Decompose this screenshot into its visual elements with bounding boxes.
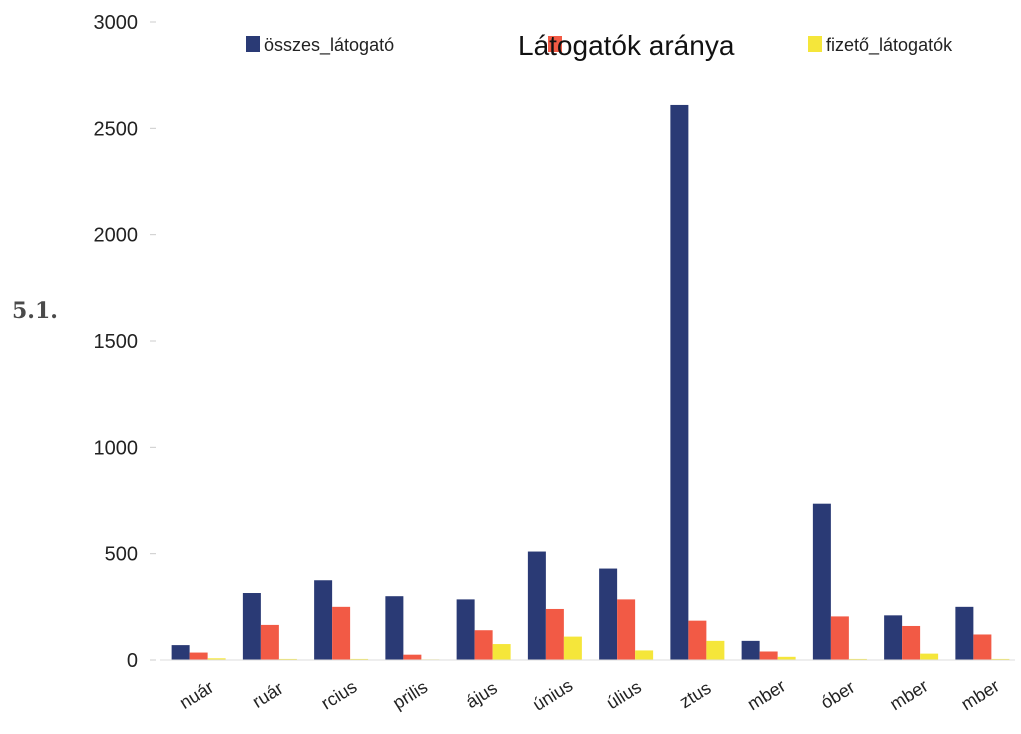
bar-series-3-1 <box>207 658 226 660</box>
bar-series-2-5 <box>474 630 493 660</box>
bar-series-2-4 <box>403 654 422 660</box>
bar-series-2-1 <box>189 652 208 660</box>
y-tick-label: 2500 <box>94 118 139 140</box>
bar-series-2-12 <box>973 634 992 660</box>
bar-series-2-9 <box>759 651 778 660</box>
bar-series-1-6 <box>527 551 546 660</box>
y-tick-label: 2000 <box>94 225 139 247</box>
x-category-label: nuár <box>176 677 217 713</box>
bar-series-3-9 <box>777 656 796 660</box>
bar-series-1-1 <box>171 645 190 660</box>
bar-series-1-7 <box>599 568 618 660</box>
bar-series-3-2 <box>278 658 297 660</box>
legend-label-fizeto-latogatok: fizető_látogatók <box>826 35 953 56</box>
x-category-label: ruár <box>249 678 287 712</box>
chart-title: Látogatók aránya <box>518 30 735 61</box>
y-tick-label: 3000 <box>94 12 139 34</box>
bar-series-3-6 <box>563 636 582 660</box>
bar-series-2-11 <box>902 625 921 660</box>
x-category-label: rcius <box>318 676 361 713</box>
bar-series-1-2 <box>242 593 261 660</box>
bar-series-1-8 <box>670 104 689 660</box>
bar-series-1-9 <box>741 640 760 660</box>
bar-series-2-10 <box>830 616 849 660</box>
legend-label-osszes-latogato: összes_látogató <box>264 35 394 56</box>
y-tick-label: 1500 <box>94 331 139 353</box>
bar-series-2-2 <box>260 624 279 660</box>
bar-series-3-5 <box>492 644 511 660</box>
y-tick-label: 1000 <box>94 437 139 459</box>
y-axis: 0 500 1000 1500 2000 2500 3000 <box>94 12 156 672</box>
x-category-label: ájus <box>462 678 501 712</box>
legend-swatch-osszes-latogato <box>246 36 260 52</box>
bar-series-1-12 <box>955 606 974 660</box>
bar-series-2-6 <box>545 608 564 660</box>
bar-series-1-3 <box>314 580 333 660</box>
bars <box>171 104 1010 660</box>
x-category-label: prilis <box>389 677 431 714</box>
bar-series-3-11 <box>920 653 939 660</box>
bar-series-2-3 <box>332 606 351 660</box>
x-category-label: óber <box>817 677 858 713</box>
x-category-label: mber <box>744 676 789 715</box>
bar-series-3-7 <box>635 650 654 660</box>
x-category-label: úlius <box>603 677 645 714</box>
bar-series-3-12 <box>991 658 1010 660</box>
x-category-label: mber <box>886 676 931 715</box>
legend: összes_látogató fizető_látogatók <box>246 35 953 56</box>
bar-series-3-10 <box>848 658 867 660</box>
x-category-label: únius <box>529 675 576 715</box>
x-category-label: ztus <box>676 678 715 712</box>
bar-series-1-5 <box>456 599 475 660</box>
bar-series-1-10 <box>812 503 831 660</box>
x-category-label: mber <box>958 676 1003 715</box>
figure-label: 5.1. <box>12 298 58 324</box>
bar-series-1-11 <box>884 615 903 660</box>
legend-swatch-fizeto-latogatok <box>808 36 822 52</box>
legend-swatch-series-2 <box>548 36 562 52</box>
bar-series-2-8 <box>688 620 707 660</box>
x-axis: nuár ruár rcius prilis ájus únius úlius ztus mbe… <box>160 659 1015 715</box>
bar-series-3-8 <box>706 640 725 660</box>
bar-series-2-7 <box>617 599 636 660</box>
bar-series-1-4 <box>385 596 404 660</box>
bar-series-3-3 <box>350 658 369 660</box>
y-tick-label: 0 <box>127 650 138 672</box>
y-tick-label: 500 <box>105 544 138 566</box>
